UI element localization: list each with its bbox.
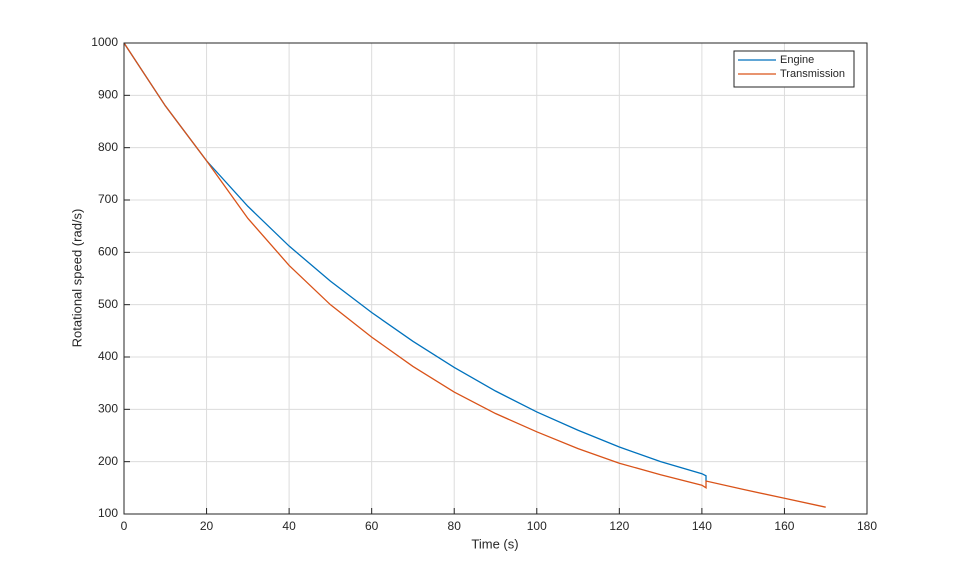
x-tick-label: 160 <box>774 519 794 533</box>
data-line <box>123 42 707 482</box>
y-tick-label: 200 <box>98 454 118 468</box>
y-tick-label: 900 <box>98 88 118 102</box>
legend-box <box>733 50 855 88</box>
x-tick-label: 80 <box>448 519 462 533</box>
data-line <box>123 42 826 508</box>
x-tick-label: 0 <box>121 519 128 533</box>
legend: Engine Transmission <box>733 50 855 88</box>
axes-box <box>123 42 868 515</box>
x-tick-label: 40 <box>282 519 296 533</box>
x-tick-label: 20 <box>200 519 214 533</box>
legend-label: Transmission <box>780 68 845 80</box>
x-tick-label: 100 <box>527 519 547 533</box>
y-axis-label: Rotational speed (rad/s) <box>69 209 84 348</box>
x-tick-label: 180 <box>857 519 877 533</box>
y-tick-label: 800 <box>98 140 118 154</box>
y-tick-label: 300 <box>98 402 118 416</box>
y-tick-label: 1000 <box>91 35 118 49</box>
x-axis-label: Time (s) <box>471 536 518 551</box>
y-tick-label: 600 <box>98 245 118 259</box>
y-tick-label: 500 <box>98 297 118 311</box>
tick-layer: 0 20 40 60 80 100 120 140 160 180 100 200 300 400 500 6… <box>91 35 877 533</box>
y-tick-label: 700 <box>98 192 118 206</box>
legend-label: Engine <box>780 54 814 66</box>
x-tick-label: 140 <box>692 519 712 533</box>
y-tick-label: 100 <box>98 506 118 520</box>
y-tick-label: 400 <box>98 349 118 363</box>
line-layer <box>123 42 826 508</box>
x-tick-label: 60 <box>365 519 379 533</box>
x-tick-label: 120 <box>609 519 629 533</box>
